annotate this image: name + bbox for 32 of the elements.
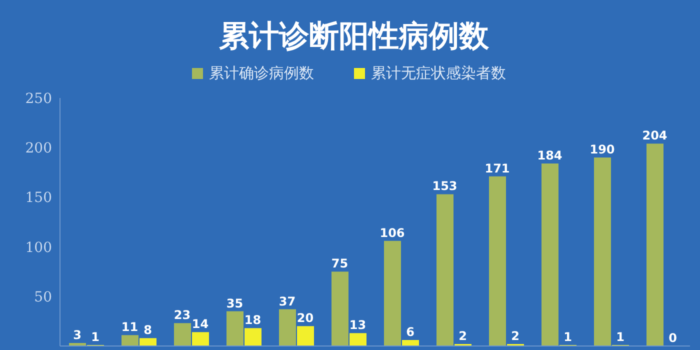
- data-label: 35: [226, 296, 244, 310]
- y-tick-label: 250: [25, 90, 52, 107]
- data-label: 106: [380, 226, 405, 240]
- data-label: 1: [564, 330, 572, 344]
- data-label: 184: [537, 148, 562, 162]
- data-label: 75: [331, 256, 348, 271]
- data-label: 3: [73, 328, 82, 342]
- chart-title: 累计诊断阳性病例数: [218, 18, 490, 56]
- data-label: 37: [278, 294, 296, 308]
- data-label: 13: [349, 318, 366, 332]
- legend-label: 累计无症状感染者数: [370, 64, 506, 83]
- legend-label: 累计确诊病例数: [208, 64, 314, 83]
- data-label: 0: [668, 331, 677, 345]
- data-label: 190: [590, 142, 615, 157]
- data-label: 1: [91, 330, 100, 344]
- data-label: 6: [406, 325, 414, 340]
- data-label: 11: [121, 320, 138, 334]
- data-label: 153: [432, 179, 458, 194]
- data-label: 1: [616, 330, 624, 344]
- data-label: 171: [484, 161, 510, 176]
- y-tick-label: 200: [25, 140, 52, 157]
- data-label: 20: [296, 311, 314, 326]
- data-label: 18: [244, 313, 262, 328]
- data-label: 204: [642, 128, 668, 143]
- y-tick-label: 100: [25, 240, 52, 256]
- data-label: 2: [458, 329, 467, 344]
- y-tick-label: 50: [34, 289, 52, 306]
- data-label: 2: [511, 329, 520, 344]
- data-label: 14: [192, 317, 209, 332]
- data-label: 23: [174, 308, 191, 322]
- y-tick-label: 150: [25, 190, 52, 206]
- data-label: 8: [144, 323, 152, 338]
